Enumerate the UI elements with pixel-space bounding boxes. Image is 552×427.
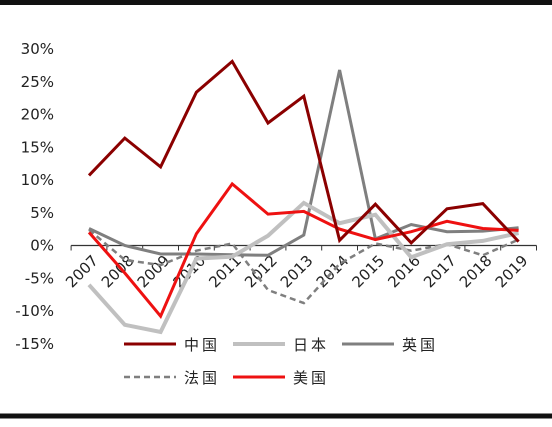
series-line-英国 [88, 69, 519, 257]
legend-label: 中国 [184, 336, 220, 354]
series-line-中国 [87, 59, 520, 246]
series-line-日本 [87, 200, 520, 335]
y-tick-label: 25% [21, 73, 54, 91]
series-layer [87, 59, 520, 335]
y-tick-label: 0% [30, 237, 54, 255]
y-tick-label: 5% [30, 204, 54, 222]
y-axis: 30% 25% 20% 15% 10% 5% 0% -5% -10% -15% [15, 40, 54, 353]
y-tick-label: 15% [21, 138, 54, 156]
series-line-美国 [87, 181, 519, 320]
y-tick-label: -15% [15, 335, 54, 353]
y-tick-label: 20% [21, 106, 54, 124]
legend-label: 日本 [293, 336, 329, 354]
legend-label: 法国 [184, 369, 220, 387]
legend-label: 英国 [402, 336, 438, 354]
y-tick-label: -10% [15, 302, 54, 320]
y-tick-label: 10% [21, 171, 54, 189]
y-tick-label: -5% [25, 269, 54, 287]
y-tick-label: 30% [21, 40, 54, 58]
legend-label: 美国 [293, 369, 329, 387]
